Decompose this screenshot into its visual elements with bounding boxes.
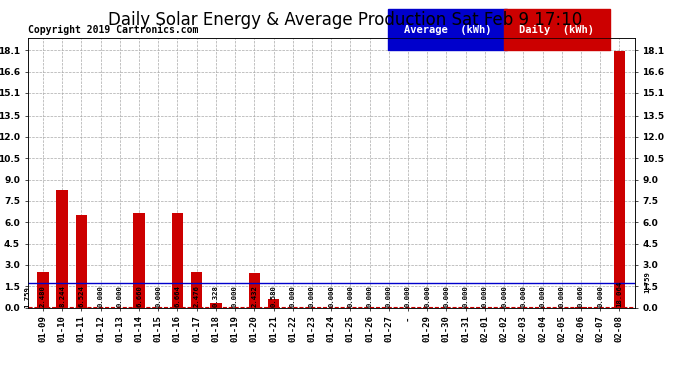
Text: 0.000: 0.000: [328, 285, 334, 307]
Bar: [613, 51, 625, 308]
Text: 0.000: 0.000: [482, 285, 488, 307]
Text: 1.759: 1.759: [25, 286, 30, 308]
Bar: [210, 303, 221, 307]
Text: 18.064: 18.064: [616, 280, 622, 307]
Text: 0.000: 0.000: [309, 285, 315, 307]
Text: 0.000: 0.000: [405, 285, 411, 307]
Bar: [191, 272, 202, 308]
Text: 0.000: 0.000: [444, 285, 449, 307]
Bar: [133, 213, 145, 308]
Text: 0.000: 0.000: [386, 285, 392, 307]
Text: 0.000: 0.000: [424, 285, 431, 307]
Text: Copyright 2019 Cartronics.com: Copyright 2019 Cartronics.com: [28, 25, 198, 35]
Text: 2.476: 2.476: [194, 285, 199, 307]
Text: 0.000: 0.000: [155, 285, 161, 307]
Bar: [57, 190, 68, 308]
Text: Average  (kWh): Average (kWh): [404, 25, 491, 35]
Text: 8.244: 8.244: [59, 285, 65, 307]
Bar: [268, 299, 279, 307]
Text: Daily Solar Energy & Average Production Sat Feb 9 17:10: Daily Solar Energy & Average Production …: [108, 11, 582, 29]
Text: 2.480: 2.480: [40, 285, 46, 307]
Text: 6.664: 6.664: [175, 285, 181, 307]
Bar: [172, 213, 184, 308]
Bar: [575, 307, 586, 308]
Bar: [76, 215, 87, 308]
Text: 6.660: 6.660: [136, 285, 142, 307]
Text: 0.000: 0.000: [520, 285, 526, 307]
Bar: [37, 272, 49, 308]
Text: 0.000: 0.000: [559, 285, 565, 307]
Text: 0.000: 0.000: [97, 285, 104, 307]
Bar: [248, 273, 260, 308]
Text: 0.000: 0.000: [117, 285, 123, 307]
Text: 0.000: 0.000: [598, 285, 603, 307]
Text: 0.328: 0.328: [213, 285, 219, 307]
Text: 0.000: 0.000: [540, 285, 546, 307]
Text: 0.000: 0.000: [290, 285, 296, 307]
Text: 1.759: 1.759: [644, 272, 650, 294]
Text: 0.580: 0.580: [270, 285, 277, 307]
Text: 2.432: 2.432: [251, 285, 257, 307]
Text: Daily  (kWh): Daily (kWh): [520, 25, 594, 35]
Text: 0.060: 0.060: [578, 285, 584, 307]
Text: 6.524: 6.524: [79, 285, 84, 307]
Text: 0.000: 0.000: [463, 285, 469, 307]
Text: 0.000: 0.000: [348, 285, 353, 307]
Text: 0.000: 0.000: [232, 285, 238, 307]
Text: 0.000: 0.000: [366, 285, 373, 307]
Text: 0.000: 0.000: [501, 285, 507, 307]
